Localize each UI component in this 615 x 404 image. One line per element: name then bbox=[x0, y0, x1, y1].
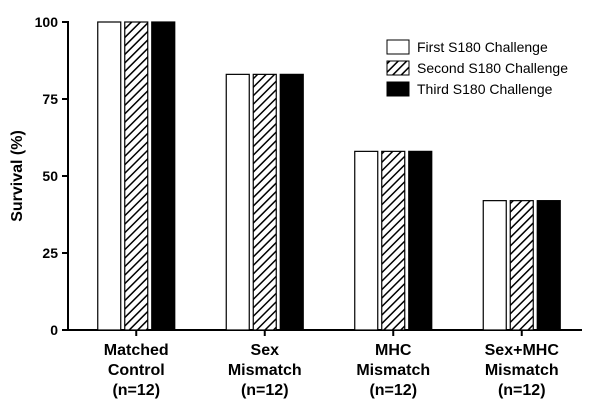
bar-1-1 bbox=[97, 21, 122, 331]
legend-label-1: First S180 Challenge bbox=[417, 39, 548, 55]
bar-1-4 bbox=[482, 200, 507, 331]
bar-2-2 bbox=[252, 73, 277, 331]
x-category-label: (n=12) bbox=[498, 382, 546, 399]
x-category-label: (n=12) bbox=[369, 382, 417, 399]
legend-label-3: Third S180 Challenge bbox=[417, 81, 553, 97]
bars-group bbox=[97, 21, 561, 331]
bar-3-3 bbox=[408, 150, 433, 331]
x-category-label: Mismatch bbox=[485, 362, 559, 379]
legend-swatch-2 bbox=[386, 60, 410, 76]
bar-3-4 bbox=[536, 200, 561, 331]
x-category-label: (n=12) bbox=[112, 382, 160, 399]
x-category-label: MHC bbox=[375, 342, 412, 359]
x-category-label: Mismatch bbox=[356, 362, 430, 379]
x-category-label: Control bbox=[108, 362, 165, 379]
legend-swatch-1 bbox=[386, 39, 410, 55]
bar-2-3 bbox=[381, 150, 406, 331]
bar-3-1 bbox=[151, 21, 176, 331]
y-tick-label: 100 bbox=[35, 14, 59, 30]
bar-1-2 bbox=[225, 73, 250, 331]
y-tick-label: 25 bbox=[42, 245, 58, 261]
x-category-label: Sex+MHC bbox=[485, 342, 560, 359]
labels-group: 0 25 50 75 100 Matched Control (n=12) Sex Mismatc… bbox=[35, 14, 560, 399]
x-category-label: Sex bbox=[251, 342, 280, 359]
x-category-label: Mismatch bbox=[228, 362, 302, 379]
legend: First S180 Challenge Second S180 Challeng… bbox=[386, 39, 568, 97]
legend-label-2: Second S180 Challenge bbox=[417, 60, 568, 76]
bar-3-2 bbox=[279, 73, 304, 331]
y-axis-title: Survival (%) bbox=[9, 130, 26, 222]
x-category-label: Matched bbox=[104, 342, 169, 359]
legend-swatch-3 bbox=[386, 81, 410, 97]
x-category-label: (n=12) bbox=[241, 382, 289, 399]
y-tick-label: 0 bbox=[50, 322, 58, 338]
bar-2-1 bbox=[124, 21, 149, 331]
y-tick-label: 75 bbox=[42, 91, 58, 107]
y-tick-label: 50 bbox=[42, 168, 58, 184]
bar-2-4 bbox=[509, 200, 534, 331]
bar-1-3 bbox=[354, 150, 379, 331]
